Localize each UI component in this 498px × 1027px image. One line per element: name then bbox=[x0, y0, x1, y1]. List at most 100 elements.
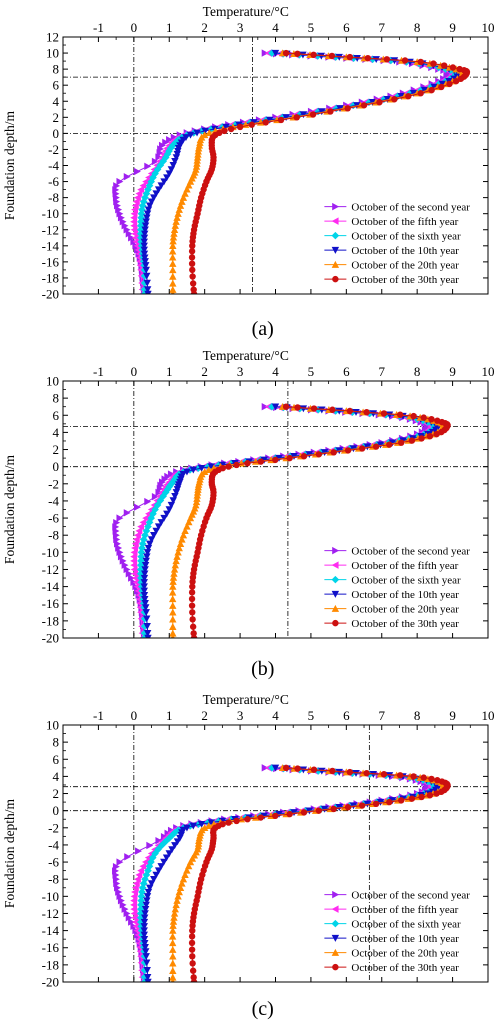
data-point bbox=[257, 814, 264, 821]
data-point bbox=[154, 845, 162, 854]
y-tick-label: -6 bbox=[48, 855, 59, 870]
data-point bbox=[128, 574, 135, 582]
data-point bbox=[141, 570, 149, 578]
data-point bbox=[169, 237, 177, 245]
data-point bbox=[171, 561, 179, 569]
x-tick-label: 7 bbox=[379, 364, 386, 379]
data-point bbox=[344, 447, 352, 454]
data-point bbox=[169, 233, 178, 241]
data-point bbox=[139, 518, 147, 527]
data-point bbox=[330, 449, 337, 456]
data-point bbox=[140, 923, 148, 931]
data-point bbox=[189, 238, 196, 245]
legend-marker bbox=[332, 202, 340, 211]
data-point bbox=[372, 443, 380, 450]
data-point bbox=[119, 901, 127, 909]
y-axis-title: Foundation depth/m bbox=[2, 110, 17, 220]
data-point bbox=[171, 905, 179, 913]
data-point bbox=[428, 775, 435, 783]
data-point bbox=[151, 157, 159, 166]
data-point bbox=[147, 514, 156, 522]
x-tick-label: 10 bbox=[482, 708, 495, 723]
data-point bbox=[310, 766, 318, 773]
y-tick-label: -20 bbox=[42, 975, 59, 990]
data-point bbox=[153, 501, 162, 509]
y-tick-label: 4 bbox=[53, 425, 60, 440]
data-point bbox=[418, 435, 425, 442]
legend-marker bbox=[331, 604, 340, 612]
legend-label: October of the 10th year bbox=[351, 245, 459, 257]
data-point bbox=[117, 214, 125, 222]
data-point bbox=[123, 909, 131, 918]
data-point bbox=[169, 582, 177, 590]
y-tick-label: -12 bbox=[42, 222, 59, 237]
data-point bbox=[141, 910, 149, 918]
x-tick-label: 2 bbox=[201, 20, 208, 35]
data-point bbox=[123, 173, 131, 181]
legend-marker bbox=[332, 275, 339, 283]
data-point bbox=[174, 548, 182, 556]
data-point bbox=[193, 156, 201, 164]
data-point bbox=[168, 253, 177, 261]
y-tick-label: 2 bbox=[53, 786, 60, 801]
data-point bbox=[143, 279, 151, 287]
data-point bbox=[305, 451, 314, 458]
data-point bbox=[133, 167, 141, 176]
data-point bbox=[160, 178, 168, 186]
data-point bbox=[141, 599, 149, 607]
data-point bbox=[140, 242, 148, 250]
data-point bbox=[169, 608, 177, 616]
y-tick-label: 10 bbox=[46, 374, 59, 389]
data-point bbox=[286, 810, 293, 818]
data-point bbox=[137, 574, 145, 582]
data-point bbox=[344, 804, 352, 811]
data-point bbox=[397, 93, 405, 100]
data-point bbox=[131, 574, 139, 582]
data-point bbox=[128, 918, 135, 926]
data-point bbox=[186, 131, 195, 139]
data-point bbox=[327, 108, 334, 115]
legend-label: October of the sixth year bbox=[351, 231, 461, 243]
legend: October of the second year October of the… bbox=[324, 202, 470, 286]
x-tick-label: 3 bbox=[237, 20, 244, 35]
data-point bbox=[205, 129, 214, 137]
data-point bbox=[168, 595, 177, 603]
x-tick-label: 1 bbox=[166, 20, 173, 35]
data-point bbox=[446, 80, 453, 88]
data-point bbox=[142, 604, 150, 612]
data-point bbox=[335, 407, 343, 415]
data-point bbox=[142, 953, 150, 960]
data-point bbox=[215, 461, 223, 469]
data-point bbox=[175, 205, 183, 213]
data-point bbox=[143, 629, 152, 637]
data-point bbox=[152, 527, 160, 535]
data-point bbox=[171, 158, 179, 165]
data-point bbox=[142, 262, 150, 270]
y-tick-label: -18 bbox=[42, 613, 59, 628]
data-point bbox=[430, 83, 438, 91]
data-point bbox=[193, 129, 201, 137]
data-point bbox=[131, 914, 139, 922]
data-point bbox=[132, 922, 140, 931]
y-tick-label: 8 bbox=[53, 391, 60, 406]
data-point bbox=[372, 56, 380, 63]
data-point bbox=[433, 430, 440, 438]
data-point bbox=[169, 242, 177, 250]
data-point bbox=[146, 884, 154, 892]
data-point bbox=[260, 812, 268, 820]
data-point bbox=[141, 940, 149, 947]
data-point bbox=[457, 75, 465, 82]
data-point bbox=[190, 634, 198, 638]
data-point bbox=[410, 773, 417, 780]
data-point bbox=[428, 415, 435, 423]
legend: October of the second year October of the… bbox=[324, 546, 470, 630]
data-point bbox=[152, 190, 160, 198]
y-tick-label: -18 bbox=[42, 270, 59, 285]
data-point bbox=[309, 111, 317, 118]
data-point bbox=[236, 123, 244, 131]
data-point bbox=[188, 248, 196, 255]
data-point bbox=[136, 569, 145, 578]
legend-label: October of the 30th year bbox=[351, 618, 459, 630]
data-point bbox=[282, 114, 290, 122]
x-tick-label: 9 bbox=[449, 708, 456, 723]
